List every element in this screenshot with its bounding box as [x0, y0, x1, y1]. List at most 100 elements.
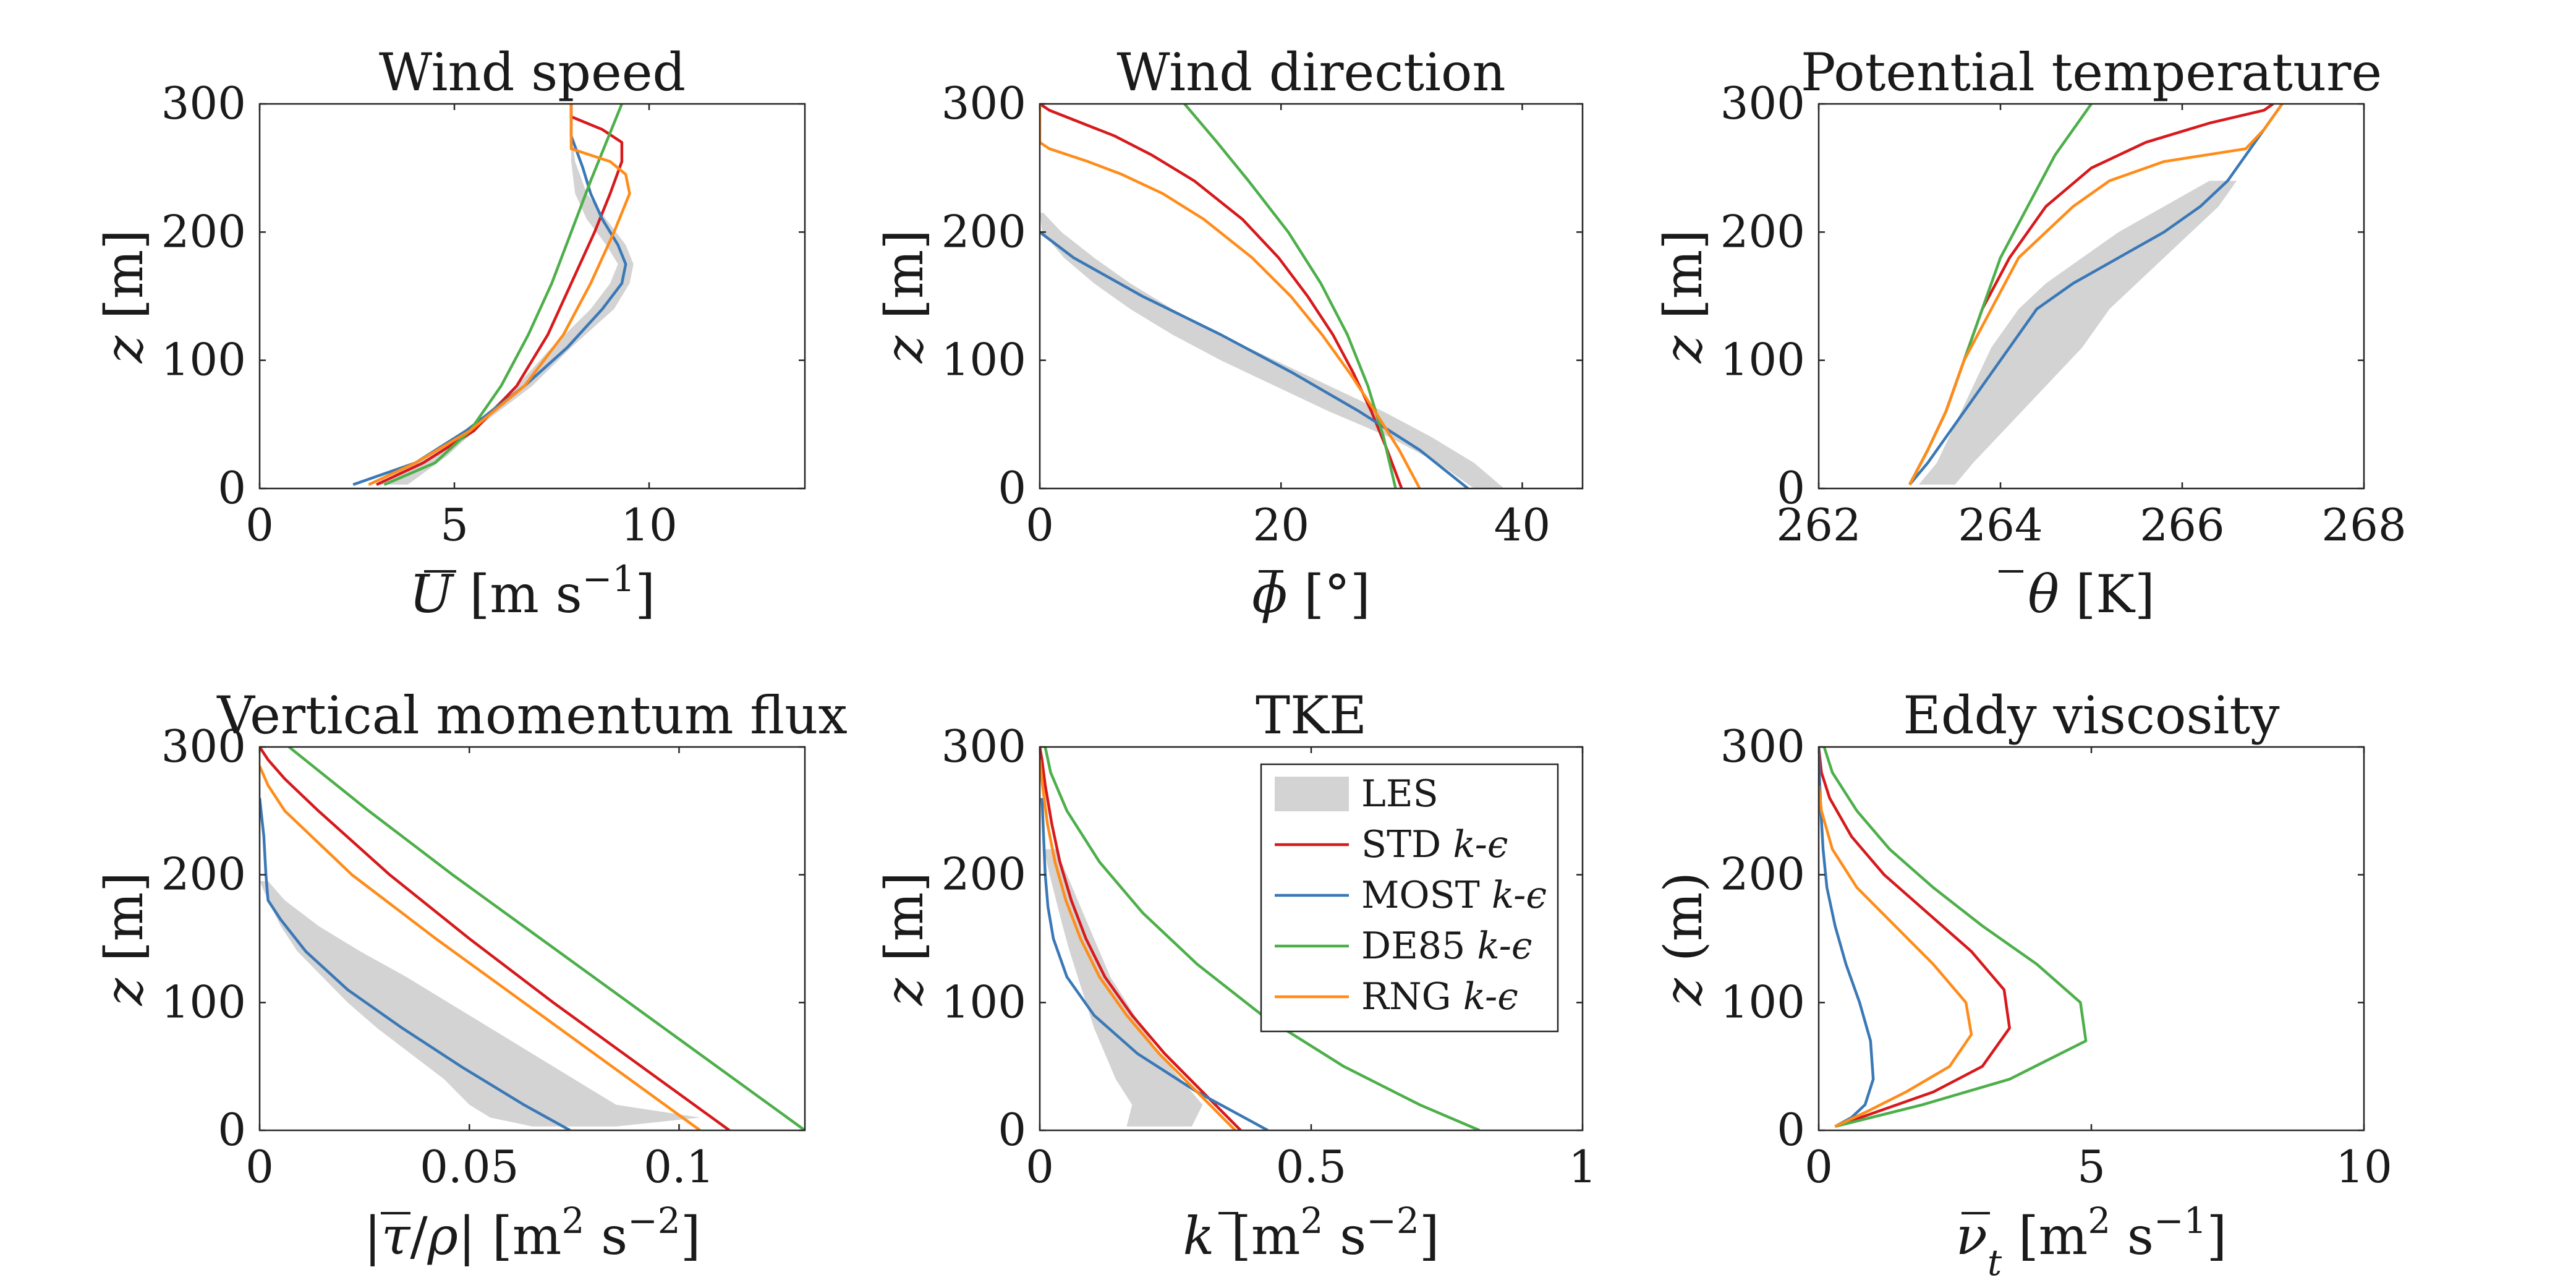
x-tick-label: 5	[440, 499, 469, 551]
y-tick-label: 100	[161, 334, 246, 386]
y-axis-label: z [m]	[874, 229, 935, 364]
x-tick-label: 1	[1568, 1141, 1597, 1193]
y-tick-label: 300	[1720, 720, 1805, 772]
x-tick-label: 5	[2077, 1141, 2106, 1193]
y-tick-label: 300	[1720, 77, 1805, 129]
y-tick-label: 0	[218, 1104, 246, 1156]
series-line-most	[1040, 231, 1469, 488]
x-axis-label: ϕ [°]	[1252, 564, 1371, 625]
x-tick-label: 40	[1494, 499, 1551, 551]
x-tick-label: 0.05	[420, 1141, 519, 1193]
series-line-de85	[1183, 104, 1397, 488]
series-line-rng	[368, 104, 631, 486]
y-axis-label: z [m]	[94, 229, 155, 364]
y-tick-label: 0	[998, 462, 1026, 514]
series-line-de85	[383, 104, 623, 486]
x-axis-label: |τ/ρ| [m2 s−2]	[364, 1200, 701, 1266]
x-tick-label: 264	[1958, 499, 2043, 551]
x-tick-label: 262	[1776, 499, 1861, 551]
x-tick-label: 20	[1252, 499, 1309, 551]
chart-title: Eddy viscosity	[1903, 685, 2280, 746]
axes-frame	[258, 103, 806, 490]
chart-panel-2: 0 20 40 0 100 200 300 Wind direction ϕ [°] z [m]	[874, 42, 1584, 625]
axes-frame	[1039, 103, 1584, 490]
y-tick-label: 300	[161, 77, 246, 129]
plot-content	[1819, 747, 2088, 1128]
y-axis-label: z [m]	[874, 872, 935, 1006]
legend-label: RNG k-ϵ	[1361, 975, 1518, 1018]
les-band	[1044, 849, 1203, 1127]
y-axis-label: z [m]	[1653, 229, 1714, 364]
plot-content	[1908, 104, 2284, 486]
x-tick-label: 0.1	[644, 1141, 715, 1193]
x-tick-label: 0	[1026, 1141, 1054, 1193]
x-tick-label: 0.5	[1276, 1141, 1347, 1193]
plot-area	[260, 104, 805, 488]
x-tick-label: 0	[245, 1141, 274, 1193]
plot-content	[352, 104, 634, 486]
les-band	[1040, 213, 1505, 488]
series-line-rng	[1040, 759, 1236, 1130]
series-line-rng	[260, 766, 701, 1130]
y-tick-label: 0	[998, 1104, 1026, 1156]
x-tick-label: 0	[1026, 499, 1054, 551]
y-tick-label: 200	[161, 848, 246, 900]
y-tick-label: 300	[942, 77, 1026, 129]
y-axis-label: z [m]	[94, 872, 155, 1006]
series-line-rng	[1819, 785, 1973, 1128]
legend: LES STD k-ϵ MOST k-ϵ DE85 k-ϵ RNG k-ϵ	[1260, 763, 1559, 1033]
series-line-most	[1040, 798, 1269, 1130]
x-tick-label: 268	[2321, 499, 2406, 551]
x-axis-label: θ [K]	[2028, 564, 2155, 625]
y-tick-label: 200	[942, 848, 1026, 900]
y-tick-label: 0	[218, 462, 246, 514]
x-axis-label: k [m2 s−2]	[1183, 1200, 1439, 1266]
y-tick-label: 100	[942, 976, 1026, 1028]
x-axis-label: νt [m2 s−1]	[1956, 1200, 2227, 1284]
series-line-most	[260, 798, 571, 1130]
series-line-most	[1908, 104, 2284, 486]
series-line-rng	[1040, 104, 1421, 488]
chart-title: Wind speed	[379, 42, 686, 103]
series-line-de85	[288, 747, 805, 1130]
plot-content	[260, 747, 805, 1130]
y-tick-label: 0	[1777, 462, 1805, 514]
legend-label: LES	[1361, 772, 1439, 816]
x-tick-label: 10	[2336, 1141, 2392, 1193]
legend-label: MOST k-ϵ	[1361, 874, 1547, 917]
y-tick-label: 100	[942, 334, 1026, 386]
x-tick-label: 266	[2140, 499, 2224, 551]
series-line-std	[260, 747, 731, 1130]
y-tick-label: 300	[161, 720, 246, 772]
series-line-std	[1040, 104, 1403, 488]
chart-title: Vertical momentum flux	[216, 685, 848, 746]
y-tick-label: 300	[942, 720, 1026, 772]
chart-title: Potential temperature	[1801, 42, 2382, 103]
series-line-rng	[1908, 104, 2284, 485]
legend-label: STD k-ϵ	[1361, 823, 1508, 866]
chart-title: Wind direction	[1116, 42, 1505, 103]
x-tick-label: 10	[621, 499, 678, 551]
x-axis-label: U [m s−1]	[409, 558, 655, 625]
y-tick-label: 100	[1720, 334, 1805, 386]
y-tick-label: 0	[1777, 1104, 1805, 1156]
axes-frame	[1817, 103, 2365, 490]
chart-title: TKE	[1256, 685, 1367, 746]
les-band	[1918, 181, 2237, 485]
series-line-de85	[1822, 747, 2088, 1128]
y-tick-label: 100	[1720, 976, 1805, 1028]
y-tick-label: 100	[161, 976, 246, 1028]
axes-frame	[258, 746, 806, 1132]
series-line-std	[1040, 747, 1242, 1130]
y-tick-label: 200	[161, 205, 246, 257]
y-tick-label: 200	[1720, 205, 1805, 257]
plot-content	[1040, 747, 1481, 1130]
plot-content	[1040, 104, 1505, 488]
legend-label: DE85 k-ϵ	[1361, 924, 1532, 968]
y-axis-label: z (m)	[1653, 872, 1714, 1006]
x-tick-label: 0	[245, 499, 274, 551]
